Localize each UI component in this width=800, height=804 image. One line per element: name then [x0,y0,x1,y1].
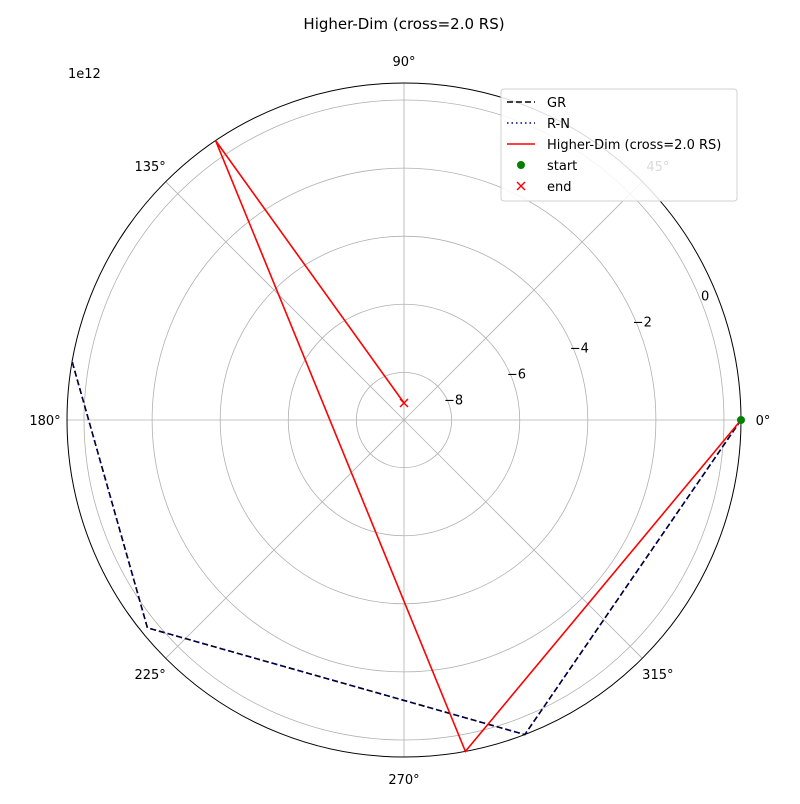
r-tick-label: −4 [570,341,589,356]
r-tick-label: −2 [633,315,652,330]
legend-label: R-N [547,117,570,132]
legend-label: end [547,180,572,195]
marker-x-stroke [399,398,409,408]
series-line-higher-dim-cross-2-0-rs [214,140,742,753]
theta-tick-label: 0° [756,414,771,429]
legend-label: Higher-Dim (cross=2.0 RS) [547,138,721,153]
r-tick-label: −6 [507,367,526,382]
theta-gridline-3 [165,181,405,421]
r-axis-offset-text: 1e12 [68,67,101,82]
theta-gridline-1 [403,181,643,421]
theta-gridline-7 [403,419,643,659]
theta-tick-label: 180° [29,414,60,429]
legend-swatch [516,181,526,191]
legend-x-stroke [516,181,526,191]
theta-tick-label: 90° [392,55,415,70]
marker-start [737,416,745,424]
legend-swatch [517,161,525,169]
legend: GR R-N Higher-Dim (cross=2.0 RS) start end [500,88,738,202]
theta-tick-label: 225° [134,668,165,683]
legend-box [500,88,738,202]
legend-label: GR [547,96,566,111]
series-line-gr [71,361,742,736]
r-tick-label: 0 [701,289,709,304]
legend-label: start [547,159,577,174]
theta-tick-label: 270° [388,773,419,788]
theta-tick-label: 135° [134,160,165,175]
chart-title: Higher-Dim (cross=2.0 RS) [303,15,504,33]
theta-tick-label: 315° [642,668,673,683]
r-tick-label: −8 [444,393,463,408]
series-layer [71,140,745,753]
marker-end [399,398,409,408]
theta-gridline-5 [165,419,405,659]
